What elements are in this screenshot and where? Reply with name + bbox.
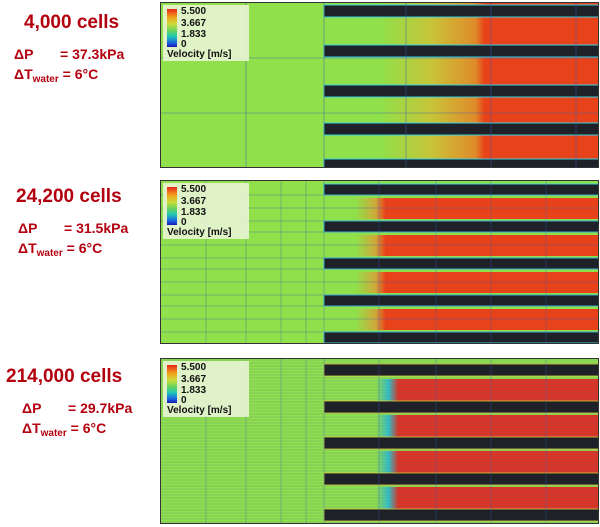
delta-t-value: = 6°C <box>62 66 99 82</box>
case-2-mesh <box>161 181 598 343</box>
case-1-velocity-panel: 5.500 3.667 1.833 0 Velocity [m/s] <box>160 2 599 168</box>
case-2-legend: 5.500 3.667 1.833 0 Velocity [m/s] <box>163 183 249 239</box>
delta-p-symbol: ΔP <box>18 220 38 236</box>
case-2-jets <box>261 198 598 330</box>
case-1-temperature-rise: ΔTwater = 6°C <box>14 66 98 85</box>
legend-tick: 1.833 <box>181 385 207 396</box>
case-1-pressure-drop: ΔP = 37.3kPa <box>14 46 124 62</box>
legend-title: Velocity [m/s] <box>167 49 232 60</box>
delta-t-symbol: ΔT <box>22 420 41 436</box>
legend-tick: 3.667 <box>181 374 207 385</box>
delta-t-symbol: ΔT <box>14 66 33 82</box>
delta-t-subscript: water <box>32 74 59 85</box>
legend-tick: 1.833 <box>181 29 207 40</box>
legend-tick: 1.833 <box>181 207 207 218</box>
delta-p-value: = 31.5kPa <box>64 220 129 236</box>
case-1-legend: 5.500 3.667 1.833 0 Velocity [m/s] <box>163 5 249 61</box>
case-3-pressure-drop: ΔP = 29.7kPa <box>22 400 132 416</box>
legend-tick: 0 <box>181 217 187 228</box>
case-2-velocity-panel: 5.500 3.667 1.833 0 Velocity [m/s] <box>160 180 599 344</box>
case-3-temperature-rise: ΔTwater = 6°C <box>22 420 106 439</box>
delta-p-symbol: ΔP <box>22 400 42 416</box>
colorbar <box>167 187 177 225</box>
colorbar <box>167 9 177 47</box>
legend-tick: 0 <box>181 39 187 50</box>
delta-t-symbol: ΔT <box>18 240 37 256</box>
legend-title: Velocity [m/s] <box>167 227 232 238</box>
legend-tick: 3.667 <box>181 18 207 29</box>
case-3-title: 214,000 cells <box>6 366 123 387</box>
case-3-legend: 5.500 3.667 1.833 0 Velocity [m/s] <box>163 361 249 417</box>
legend-tick: 3.667 <box>181 196 207 207</box>
case-2-title: 24,200 cells <box>16 186 122 207</box>
colorbar <box>167 365 177 403</box>
legend-title: Velocity [m/s] <box>167 405 232 416</box>
legend-tick: 5.500 <box>181 362 207 373</box>
legend-tick: 0 <box>181 395 187 406</box>
delta-t-value: = 6°C <box>66 240 103 256</box>
delta-p-value: = 29.7kPa <box>68 400 133 416</box>
case-3-velocity-panel: 5.500 3.667 1.833 0 Velocity [m/s] <box>160 358 599 524</box>
case-1-mesh <box>161 3 598 167</box>
delta-t-subscript: water <box>40 428 67 439</box>
legend-tick: 5.500 <box>181 6 207 17</box>
delta-t-value: = 6°C <box>70 420 107 436</box>
case-2-pressure-drop: ΔP = 31.5kPa <box>18 220 128 236</box>
case-2-temperature-rise: ΔTwater = 6°C <box>18 240 102 259</box>
delta-p-symbol: ΔP <box>14 46 34 62</box>
legend-tick: 5.500 <box>181 184 207 195</box>
case-3-contour <box>161 359 598 523</box>
delta-p-value: = 37.3kPa <box>60 46 125 62</box>
delta-t-subscript: water <box>36 248 63 259</box>
case-1-title: 4,000 cells <box>24 12 120 33</box>
